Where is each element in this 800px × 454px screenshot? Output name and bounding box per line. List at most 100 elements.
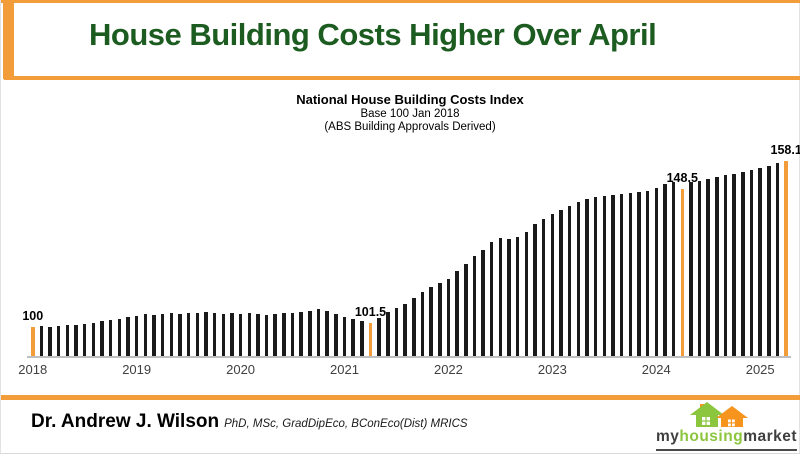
bar-value-label: 101.5 (354, 305, 387, 320)
bar (256, 313, 260, 356)
bar (567, 205, 572, 356)
bar (498, 238, 503, 356)
bar (247, 313, 251, 356)
bar (238, 314, 243, 356)
bar (178, 313, 182, 356)
bar (732, 173, 736, 356)
page-title: House Building Costs Higher Over April (89, 17, 657, 52)
bar (559, 209, 563, 356)
x-axis-year-label: 2020 (226, 362, 256, 377)
x-axis-labels: 2018 2019 2020 2021 2022 2023 2024 2025 (18, 362, 791, 382)
bar (637, 192, 641, 356)
bar-highlighted (784, 161, 788, 356)
bar (273, 313, 277, 356)
bar (91, 322, 96, 356)
bar (195, 313, 200, 356)
bar (420, 292, 425, 356)
bar-highlighted (368, 323, 373, 356)
bar (619, 194, 624, 356)
bar (602, 196, 607, 356)
bar-value-label: 100 (22, 309, 44, 324)
bar (671, 182, 676, 356)
x-axis-year-label: 2018 (18, 362, 48, 377)
bar (775, 163, 780, 356)
bar (82, 323, 87, 356)
author-line: Dr. Andrew J. Wilson PhD, MSc, GradDipEco… (31, 411, 468, 433)
bar (758, 167, 762, 356)
bar (56, 325, 61, 356)
bar (264, 314, 269, 356)
bar (481, 250, 485, 356)
bar (412, 297, 416, 356)
bar (351, 319, 355, 356)
top-accent-rule (1, 0, 800, 3)
author-name: Dr. Andrew J. Wilson (31, 411, 220, 432)
author-credentials: PhD, MSc, GradDipEco, BConEco(Dist) MRIC… (224, 418, 468, 430)
bar (230, 313, 234, 356)
bar (48, 326, 52, 356)
bar (117, 318, 122, 356)
x-axis-year-label: 2024 (641, 362, 671, 377)
bar (438, 282, 442, 356)
bar (299, 311, 303, 356)
bar (152, 315, 156, 356)
bar (533, 224, 537, 356)
footer-divider-rule (1, 395, 800, 400)
bar (507, 238, 511, 356)
chart-subtitle-source: (ABS Building Approvals Derived) (324, 121, 496, 133)
x-axis-year-label: 2023 (537, 362, 567, 377)
chart-header: National House Building Costs Index Base… (29, 92, 791, 133)
bar (308, 310, 312, 356)
x-axis-year-label: 2019 (122, 362, 152, 377)
houses-icon (689, 402, 748, 427)
bar (645, 190, 650, 356)
bar (464, 264, 468, 356)
bar (541, 219, 546, 356)
bar (403, 303, 407, 356)
bar (134, 315, 139, 356)
bar-value-label: 158.1 (770, 143, 800, 158)
bar (108, 319, 113, 356)
logo-part-my: my (656, 428, 680, 445)
x-axis-year-label: 2021 (330, 362, 359, 377)
bar (204, 312, 208, 356)
bar (143, 314, 148, 356)
bar (628, 193, 633, 356)
bar (550, 214, 555, 356)
bar (429, 287, 433, 356)
bar (741, 171, 745, 356)
bar (515, 237, 520, 356)
bar (611, 194, 615, 356)
chart-title: National House Building Costs Index (296, 92, 524, 107)
bar (715, 176, 719, 356)
bar (360, 321, 364, 356)
logo-part-market: market (743, 428, 798, 445)
bar (221, 313, 226, 356)
title-divider-rule (4, 76, 800, 80)
myhousingmarket-logo: myhousingmarket (656, 401, 798, 451)
chart-subtitle-base: Base 100 Jan 2018 (360, 108, 460, 120)
x-axis-year-label: 2025 (745, 362, 775, 377)
x-axis-line (27, 356, 791, 358)
bar (455, 271, 459, 356)
logo-wordmark: myhousingmarket (656, 426, 798, 451)
bar (282, 312, 286, 356)
bar (160, 313, 165, 356)
bar (767, 165, 771, 356)
bar (169, 312, 174, 356)
bar (377, 317, 381, 356)
bar (290, 313, 295, 356)
bar (446, 278, 451, 356)
bar (325, 311, 329, 356)
bar (394, 307, 399, 356)
bar (697, 180, 702, 356)
bar (585, 199, 589, 356)
bar (576, 202, 581, 356)
bar (186, 312, 191, 356)
bar (654, 188, 659, 356)
bar (212, 313, 217, 356)
bar (334, 314, 338, 356)
bar-highlighted (31, 327, 35, 356)
bar (65, 324, 70, 356)
bar (723, 175, 728, 356)
